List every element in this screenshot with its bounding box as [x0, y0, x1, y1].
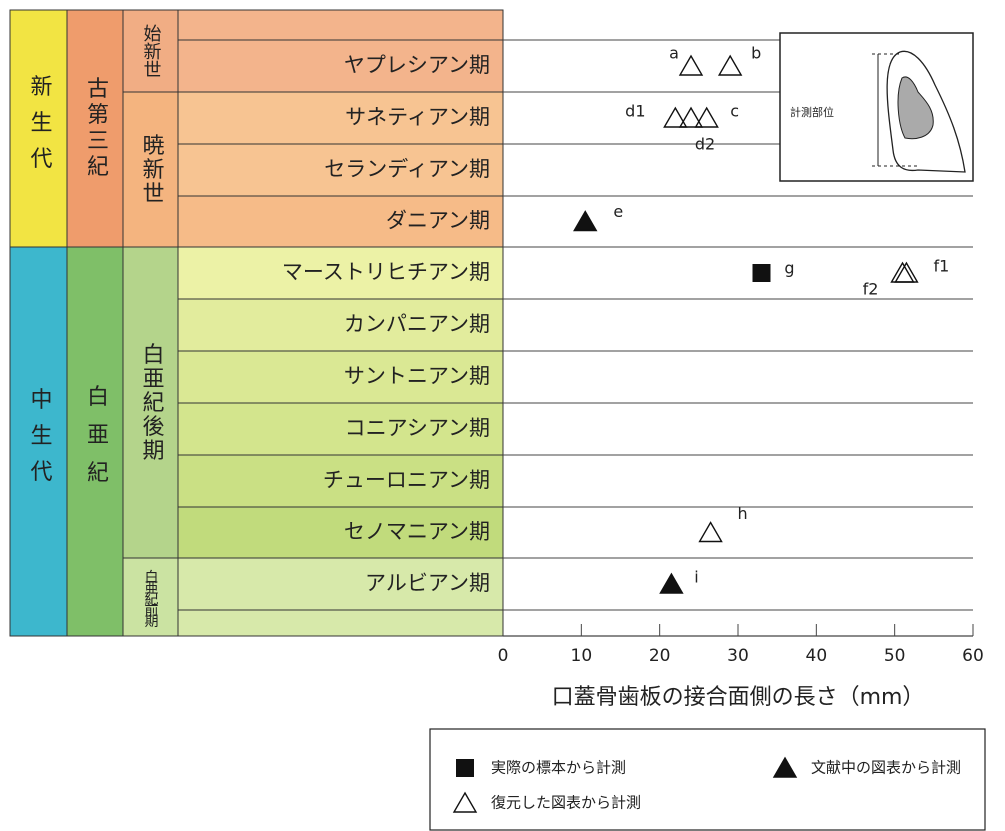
period-cell: [66, 246, 124, 637]
stage-cell: [177, 557, 504, 611]
stage-label: ヤプレシアン期: [344, 53, 490, 77]
epoch-cell: [122, 557, 179, 637]
x-tick-label: 60: [962, 646, 984, 666]
x-tick-label: 40: [806, 646, 828, 666]
era-cell: [9, 9, 68, 248]
data-point: [752, 264, 771, 282]
x-tick-label: 50: [884, 646, 906, 666]
era-label: 中生代: [27, 388, 53, 496]
stage-cell: [177, 246, 504, 300]
point-label: e: [613, 202, 623, 221]
era-label: 新生代: [27, 75, 53, 183]
point-label: a: [669, 44, 679, 63]
stage-label: セノマニアン期: [344, 520, 490, 544]
epoch-label: 白亜紀前期: [143, 570, 159, 629]
stage-label: マーストリヒチアン期: [282, 260, 490, 284]
inset-label: 計測部位: [790, 105, 834, 119]
inset: 計測部位: [779, 32, 974, 182]
stage-cell: [177, 609, 504, 637]
data-point: [894, 261, 919, 283]
stage-cell: [177, 350, 504, 404]
x-tick-label: 20: [649, 646, 671, 666]
stage-label: チューロニアン期: [323, 468, 490, 492]
x-tick-label: 10: [571, 646, 593, 666]
legend-label: 実際の標本から計測: [491, 759, 626, 777]
data-point: [890, 261, 915, 283]
legend-box: [429, 728, 986, 831]
period-label: 古第三紀: [83, 77, 109, 181]
data-point: [698, 521, 723, 543]
data-point: [694, 106, 719, 128]
legend-label: 文献中の図表から計測: [811, 759, 961, 777]
stage-cell: [177, 402, 504, 456]
stage-label: ダニアン期: [386, 209, 490, 233]
data-point: [659, 572, 684, 594]
data-point: [717, 54, 743, 76]
stage-label: アルビアン期: [365, 571, 490, 595]
point-label: c: [730, 102, 739, 121]
epoch-label: 始新世: [141, 24, 162, 78]
stage-cell: [177, 91, 504, 145]
legend-marker: [772, 756, 798, 778]
stage-cell: [177, 143, 504, 197]
legend-label: 復元した図表から計測: [491, 794, 641, 812]
x-tick-label: 30: [727, 646, 749, 666]
point-label: h: [738, 504, 748, 523]
stage-cell: [177, 195, 504, 248]
stage-label: サネティアン期: [345, 105, 490, 129]
data-point: [678, 54, 704, 76]
stage-label: カンパニアン期: [344, 312, 490, 336]
point-label: g: [784, 259, 794, 278]
tooth-surface: [897, 76, 934, 140]
stage-label: セランディアン期: [324, 157, 490, 181]
data-point: [678, 106, 704, 128]
epoch-label: 白亜紀後期: [139, 343, 165, 463]
stage-cell: [177, 9, 504, 41]
stage-label: サントニアン期: [344, 364, 490, 388]
point-label: d1: [625, 102, 645, 121]
point-label: b: [751, 44, 761, 63]
stage-cell: [177, 506, 504, 559]
data-point: [573, 210, 598, 232]
epoch-cell: [122, 9, 179, 93]
point-label: f2: [863, 280, 879, 299]
legend-marker: [452, 791, 478, 813]
point-label: f1: [934, 257, 950, 276]
epoch-cell: [122, 91, 179, 248]
stage-label: コニアシアン期: [345, 416, 490, 440]
stage-cell: [177, 454, 504, 508]
point-label: d2: [695, 135, 715, 154]
stage-cell: [177, 298, 504, 352]
era-cell: [9, 246, 68, 637]
point-label: i: [694, 568, 698, 587]
timescale: ヤプレシアン期サネティアン期セランディアン期ダニアン期マーストリヒチアン期カンパ…: [9, 9, 973, 637]
epoch-cell: [122, 246, 179, 559]
legend-marker: [456, 759, 474, 777]
stage-cell: [177, 39, 504, 93]
epoch-label: 暁新世: [139, 134, 165, 206]
x-tick-label: 0: [498, 646, 509, 666]
x-axis-label: 口蓋骨歯板の接合面側の長さ（mm）: [552, 685, 925, 710]
period-label: 白亜紀: [83, 385, 109, 499]
data-point: [663, 106, 688, 128]
